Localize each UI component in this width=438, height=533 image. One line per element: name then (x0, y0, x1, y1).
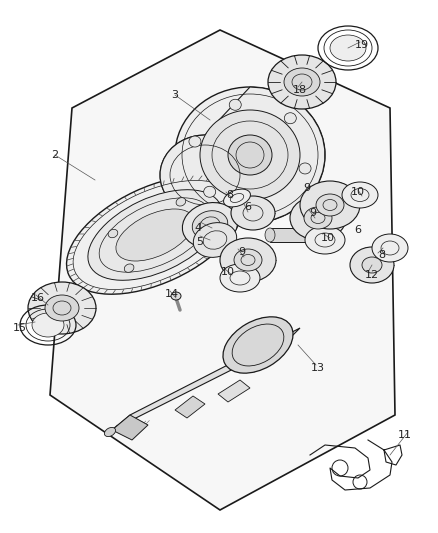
Text: 11: 11 (398, 430, 412, 440)
Ellipse shape (259, 200, 271, 211)
Text: 8: 8 (226, 190, 233, 200)
Text: 16: 16 (31, 293, 45, 303)
Ellipse shape (192, 232, 202, 241)
Text: 10: 10 (321, 233, 335, 243)
Polygon shape (50, 30, 395, 510)
Ellipse shape (182, 203, 238, 247)
Ellipse shape (372, 234, 408, 262)
Ellipse shape (193, 223, 237, 257)
Ellipse shape (104, 427, 116, 437)
Ellipse shape (171, 292, 181, 300)
Polygon shape (218, 380, 250, 402)
Ellipse shape (108, 229, 118, 238)
Ellipse shape (192, 211, 228, 239)
Ellipse shape (88, 190, 222, 280)
Ellipse shape (284, 68, 320, 96)
Polygon shape (112, 328, 300, 430)
Text: 10: 10 (221, 267, 235, 277)
Ellipse shape (299, 163, 311, 174)
Text: 6: 6 (244, 202, 251, 212)
Ellipse shape (32, 313, 64, 337)
Text: 13: 13 (311, 363, 325, 373)
Polygon shape (270, 228, 330, 242)
Polygon shape (175, 396, 205, 418)
Text: 4: 4 (194, 223, 201, 233)
Ellipse shape (175, 87, 325, 223)
Ellipse shape (67, 176, 244, 294)
Ellipse shape (305, 226, 345, 254)
Ellipse shape (223, 189, 251, 207)
Ellipse shape (124, 264, 134, 272)
Text: 8: 8 (378, 250, 385, 260)
Ellipse shape (325, 228, 335, 242)
Text: 9: 9 (304, 183, 311, 193)
Ellipse shape (116, 209, 194, 261)
Ellipse shape (350, 247, 394, 283)
Ellipse shape (330, 35, 366, 61)
Text: 5: 5 (197, 237, 204, 247)
Ellipse shape (223, 317, 293, 373)
Ellipse shape (234, 249, 262, 271)
Text: 10: 10 (351, 187, 365, 197)
Text: 18: 18 (293, 85, 307, 95)
Text: 9: 9 (309, 208, 317, 218)
Text: 12: 12 (365, 270, 379, 280)
Ellipse shape (160, 135, 250, 215)
Ellipse shape (290, 196, 346, 240)
Ellipse shape (200, 110, 300, 200)
Text: 14: 14 (165, 289, 179, 299)
Text: 2: 2 (51, 150, 59, 160)
Text: 9: 9 (238, 247, 246, 257)
Polygon shape (160, 87, 325, 223)
Ellipse shape (300, 181, 360, 229)
Ellipse shape (284, 113, 296, 124)
Ellipse shape (204, 186, 215, 197)
Ellipse shape (229, 99, 241, 110)
Ellipse shape (304, 207, 332, 229)
Ellipse shape (220, 238, 276, 282)
Ellipse shape (228, 135, 272, 175)
Ellipse shape (265, 228, 275, 242)
Ellipse shape (231, 196, 275, 230)
Ellipse shape (28, 282, 96, 334)
Text: 15: 15 (13, 323, 27, 333)
Ellipse shape (220, 264, 260, 292)
Ellipse shape (316, 194, 344, 216)
Ellipse shape (342, 182, 378, 208)
Text: 3: 3 (172, 90, 179, 100)
Ellipse shape (268, 55, 336, 109)
Text: 19: 19 (355, 40, 369, 50)
Ellipse shape (362, 257, 382, 273)
Text: 6: 6 (354, 225, 361, 235)
Ellipse shape (176, 198, 186, 206)
Ellipse shape (189, 136, 201, 147)
Ellipse shape (45, 295, 79, 321)
Polygon shape (112, 415, 148, 440)
